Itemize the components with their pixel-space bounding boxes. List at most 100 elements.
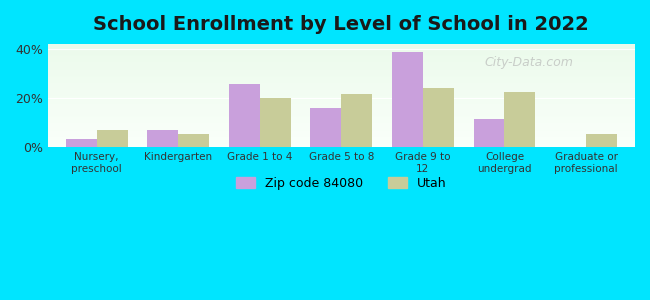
Bar xyxy=(47,95,635,97)
Bar xyxy=(47,141,635,142)
Bar xyxy=(47,137,635,138)
Bar xyxy=(47,107,635,108)
Bar xyxy=(229,84,260,147)
Bar xyxy=(47,84,635,85)
Title: School Enrollment by Level of School in 2022: School Enrollment by Level of School in … xyxy=(94,15,590,34)
Bar xyxy=(66,139,97,147)
Bar xyxy=(47,80,635,81)
Bar xyxy=(47,74,635,75)
Bar xyxy=(260,98,291,147)
Bar xyxy=(47,125,635,127)
Bar xyxy=(47,51,635,52)
Bar xyxy=(47,132,635,133)
Bar xyxy=(586,134,617,147)
Bar xyxy=(47,127,635,128)
Bar xyxy=(392,52,423,147)
Bar xyxy=(47,109,635,110)
Bar xyxy=(47,70,635,71)
Bar xyxy=(97,130,127,147)
Bar xyxy=(47,58,635,59)
Bar xyxy=(47,75,635,76)
Bar xyxy=(47,142,635,143)
Bar xyxy=(47,97,635,98)
Bar xyxy=(47,108,635,109)
Bar xyxy=(47,144,635,145)
Bar xyxy=(47,68,635,69)
Legend: Zip code 84080, Utah: Zip code 84080, Utah xyxy=(231,172,452,195)
Bar xyxy=(47,128,635,130)
Bar xyxy=(47,112,635,113)
Bar xyxy=(47,48,635,49)
Bar xyxy=(47,79,635,80)
Bar xyxy=(47,90,635,92)
Bar xyxy=(47,100,635,101)
Bar xyxy=(47,110,635,111)
Bar xyxy=(47,78,635,79)
Bar xyxy=(473,119,504,147)
Bar xyxy=(47,111,635,112)
Bar xyxy=(47,124,635,125)
Bar xyxy=(47,76,635,77)
Bar xyxy=(47,56,635,57)
Bar xyxy=(47,50,635,51)
Bar xyxy=(47,62,635,64)
Bar xyxy=(47,140,635,141)
Bar xyxy=(47,57,635,58)
Bar xyxy=(47,88,635,89)
Bar xyxy=(47,135,635,136)
Bar xyxy=(47,72,635,73)
Bar xyxy=(47,139,635,140)
Bar xyxy=(148,130,178,147)
Bar xyxy=(47,114,635,115)
Bar xyxy=(47,105,635,106)
Bar xyxy=(47,82,635,83)
Bar xyxy=(47,71,635,72)
Bar xyxy=(47,115,635,116)
Bar xyxy=(47,77,635,78)
Bar xyxy=(47,134,635,135)
Bar xyxy=(47,66,635,67)
Bar xyxy=(47,117,635,118)
Bar xyxy=(47,133,635,134)
Bar xyxy=(423,88,454,147)
Bar xyxy=(47,120,635,121)
Bar xyxy=(47,55,635,56)
Bar xyxy=(47,122,635,123)
Bar xyxy=(47,59,635,60)
Bar xyxy=(47,99,635,100)
Bar xyxy=(47,64,635,66)
Bar xyxy=(47,87,635,88)
Bar xyxy=(47,143,635,144)
Bar xyxy=(504,92,536,147)
Bar xyxy=(47,52,635,53)
Bar xyxy=(47,123,635,124)
Bar xyxy=(47,45,635,46)
Bar xyxy=(47,86,635,87)
Bar xyxy=(47,89,635,90)
Bar xyxy=(47,102,635,103)
Bar xyxy=(47,67,635,68)
Bar xyxy=(341,94,372,147)
Bar xyxy=(47,94,635,95)
Bar xyxy=(47,44,635,45)
Bar xyxy=(47,130,635,132)
Bar xyxy=(47,61,635,62)
Bar xyxy=(47,106,635,107)
Bar xyxy=(47,146,635,147)
Bar xyxy=(47,103,635,104)
Bar xyxy=(47,53,635,54)
Bar xyxy=(47,113,635,114)
Bar xyxy=(47,121,635,122)
Bar xyxy=(47,136,635,137)
Bar xyxy=(47,60,635,62)
Bar xyxy=(47,104,635,105)
Bar xyxy=(47,119,635,120)
Bar xyxy=(47,83,635,84)
Bar xyxy=(47,138,635,139)
Bar xyxy=(47,92,635,93)
Bar xyxy=(47,116,635,117)
Bar xyxy=(47,69,635,70)
Bar xyxy=(47,54,635,55)
Bar xyxy=(47,85,635,86)
Bar xyxy=(47,46,635,47)
